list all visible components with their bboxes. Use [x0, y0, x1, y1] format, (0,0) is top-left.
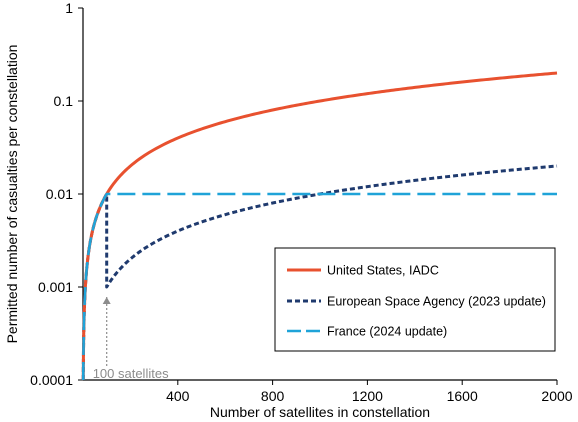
y-ticks: 0.0001 0.001 0.01 0.1 1 [30, 0, 83, 388]
y-tick-label: 0.0001 [30, 372, 73, 388]
x-tick-label: 1200 [352, 388, 383, 404]
y-tick-label: 0.01 [46, 186, 73, 202]
legend: United States, IADC European Space Agency… [274, 247, 556, 352]
x-tick-label: 400 [166, 388, 190, 404]
series-line-1 [81, 164, 558, 381]
x-tick-label: 800 [261, 388, 285, 404]
annotation-label: 100 satellites [93, 366, 169, 381]
legend-label-2: France (2024 update) [327, 325, 447, 339]
x-tick-label: 2000 [541, 388, 572, 404]
annotation-arrow-head [102, 297, 111, 304]
y-axis-title: Permitted number of casualties per const… [4, 45, 20, 344]
x-axis-title: Number of satellites in constellation [210, 404, 430, 420]
legend-label-1: European Space Agency (2023 update) [327, 295, 546, 309]
y-tick-label: 0.001 [38, 279, 73, 295]
y-tick-label: 0.1 [54, 93, 74, 109]
x-ticks: 400 800 1200 1600 2000 [166, 380, 573, 404]
legend-label-0: United States, IADC [327, 264, 439, 278]
series-line-2 [81, 192, 557, 381]
y-tick-label: 1 [65, 0, 73, 16]
series-layer [81, 71, 558, 381]
legend-box [274, 247, 556, 352]
x-tick-label: 1600 [447, 388, 478, 404]
annotation-layer: 100 satellites [93, 297, 169, 381]
